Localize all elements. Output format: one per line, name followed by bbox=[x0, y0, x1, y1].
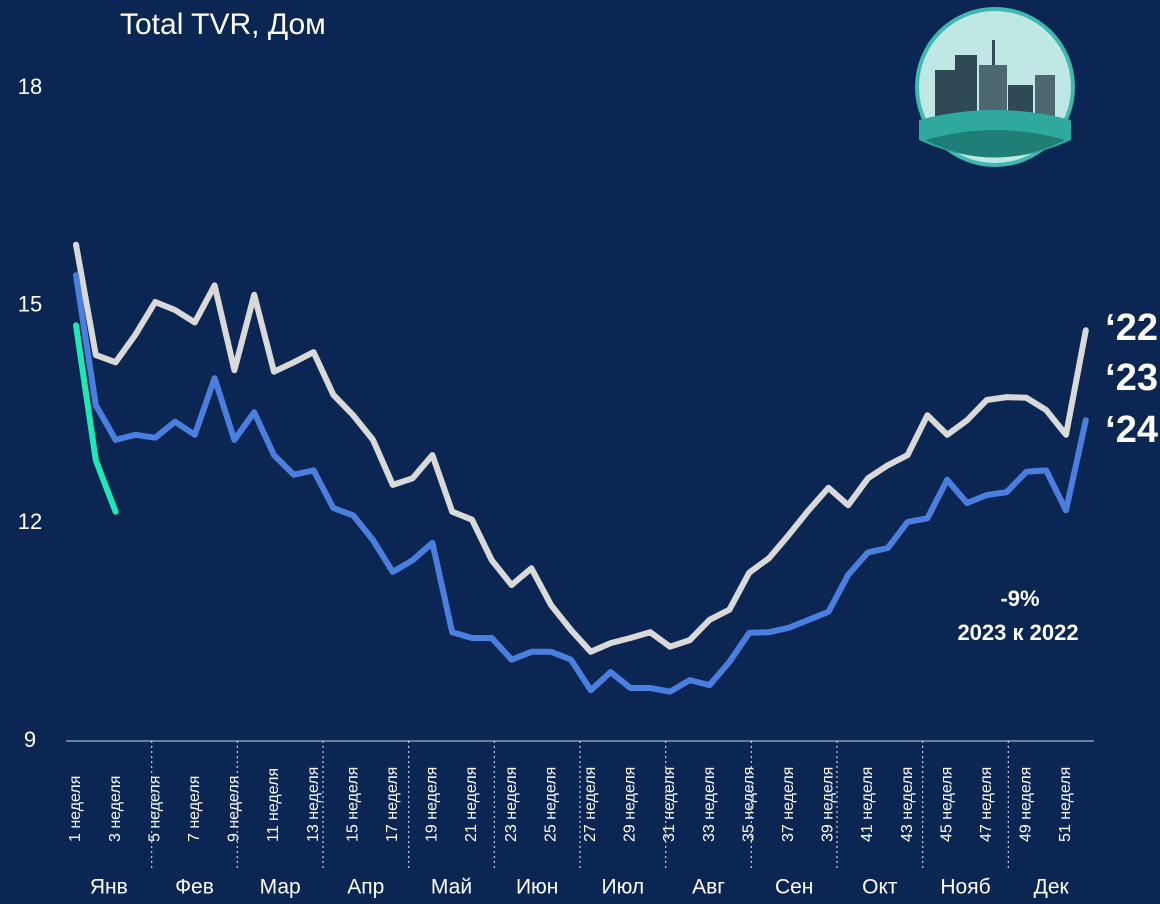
x-tick-label: 47 неделя bbox=[978, 767, 995, 842]
x-tick-label: 49 неделя bbox=[1018, 767, 1035, 842]
x-tick-label: 27 неделя bbox=[582, 767, 599, 842]
month-label: Июн bbox=[516, 876, 558, 899]
annotation-value: -9% bbox=[1000, 586, 1039, 611]
x-tick-label: 5 неделя bbox=[146, 776, 163, 842]
series-label: ‘22 bbox=[1105, 307, 1158, 349]
month-label: Янв bbox=[90, 876, 128, 899]
chart: Total TVR, Дом -9% 2023 к 2022 9 12 15 18 1 … bbox=[0, 0, 1160, 904]
month-label: Май bbox=[431, 876, 472, 899]
x-tick-label: 19 неделя bbox=[424, 767, 441, 842]
month-label: Нояб bbox=[940, 876, 990, 899]
x-tick-label: 45 неделя bbox=[938, 767, 955, 842]
y-tick-label: 18 bbox=[18, 74, 42, 99]
month-label: Фев bbox=[175, 876, 214, 899]
x-tick-label: 13 неделя bbox=[305, 767, 322, 842]
x-tick-label: 17 неделя bbox=[384, 767, 401, 842]
month-label: Июл bbox=[602, 876, 645, 899]
x-tick-label: 43 неделя bbox=[899, 767, 916, 842]
x-tick-label: 15 неделя bbox=[344, 767, 361, 842]
x-tick-label: 25 неделя bbox=[542, 767, 559, 842]
x-tick-label: 29 неделя bbox=[622, 767, 639, 842]
series-label: ‘23 bbox=[1105, 357, 1158, 399]
x-tick-label: 21 неделя bbox=[463, 767, 480, 842]
month-label: Авг bbox=[692, 876, 725, 899]
chart-title: Total TVR, Дом bbox=[120, 8, 326, 41]
month-label: Апр bbox=[347, 876, 384, 899]
x-tick-label: 11 неделя bbox=[265, 768, 282, 842]
x-tick-label: 37 неделя bbox=[780, 767, 797, 842]
x-tick-label: 33 неделя bbox=[701, 767, 718, 842]
x-tick-label: 39 неделя bbox=[820, 767, 837, 842]
y-tick-label: 12 bbox=[18, 509, 42, 534]
month-label: Сен bbox=[775, 876, 813, 899]
annotation-text: 2023 к 2022 bbox=[957, 620, 1078, 645]
series-label: ‘24 bbox=[1105, 409, 1158, 451]
x-tick-label: 51 неделя bbox=[1057, 767, 1074, 842]
x-tick-label: 9 неделя bbox=[226, 776, 243, 842]
x-tick-label: 1 неделя bbox=[67, 776, 84, 842]
x-tick-label: 41 неделя bbox=[859, 767, 876, 842]
x-tick-label: 3 неделя bbox=[107, 776, 124, 842]
month-label: Окт bbox=[862, 876, 898, 899]
x-tick-label: 7 неделя bbox=[186, 776, 203, 842]
y-tick-label: 15 bbox=[18, 291, 42, 316]
x-tick-label: 31 неделя bbox=[661, 767, 678, 842]
x-tick-label: 35 неделя bbox=[740, 767, 757, 842]
month-label: Дек bbox=[1034, 876, 1070, 899]
y-tick-label: 9 bbox=[24, 727, 36, 752]
month-label: Мар bbox=[260, 876, 301, 899]
city-icon bbox=[915, 7, 1075, 167]
x-tick-label: 23 неделя bbox=[503, 767, 520, 842]
